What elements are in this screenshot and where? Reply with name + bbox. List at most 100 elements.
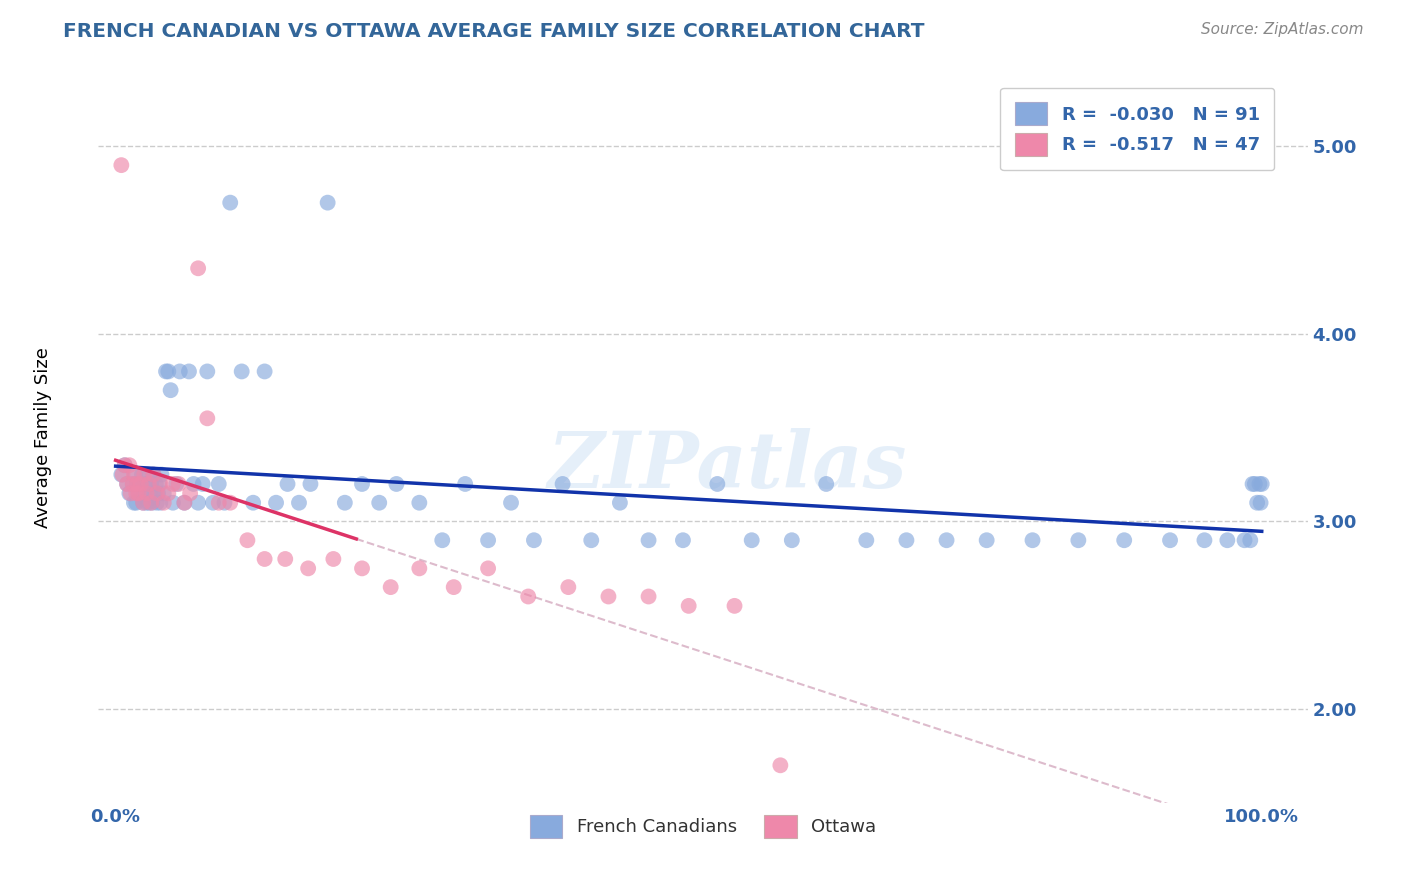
Point	[127, 477, 149, 491]
Point	[1250, 477, 1272, 491]
Point	[297, 561, 319, 575]
Point	[165, 477, 187, 491]
Point	[115, 477, 138, 491]
Point	[1159, 533, 1181, 548]
Point	[1250, 496, 1272, 510]
Point	[150, 467, 173, 482]
Point	[333, 496, 356, 510]
Point	[219, 195, 242, 210]
Point	[139, 477, 162, 491]
Point	[132, 496, 155, 510]
Text: FRENCH CANADIAN VS OTTAWA AVERAGE FAMILY SIZE CORRELATION CHART: FRENCH CANADIAN VS OTTAWA AVERAGE FAMILY…	[63, 22, 925, 41]
Point	[121, 477, 143, 491]
Point	[1249, 477, 1271, 491]
Point	[110, 467, 132, 482]
Point	[195, 411, 218, 425]
Point	[322, 552, 344, 566]
Point	[143, 486, 166, 500]
Point	[408, 496, 430, 510]
Point	[477, 533, 499, 548]
Point	[350, 561, 373, 575]
Point	[678, 599, 700, 613]
Point	[114, 458, 136, 473]
Point	[264, 496, 287, 510]
Point	[454, 477, 477, 491]
Point	[236, 533, 259, 548]
Point	[122, 467, 145, 482]
Point	[385, 477, 408, 491]
Point	[135, 486, 157, 500]
Point	[935, 533, 957, 548]
Point	[242, 496, 264, 510]
Point	[1233, 533, 1256, 548]
Point	[132, 496, 155, 510]
Point	[195, 364, 218, 378]
Point	[146, 486, 169, 500]
Point	[115, 477, 138, 491]
Point	[288, 496, 311, 510]
Point	[139, 496, 162, 510]
Point	[637, 590, 659, 604]
Point	[131, 467, 153, 482]
Point	[609, 496, 631, 510]
Point	[157, 364, 180, 378]
Point	[432, 533, 454, 548]
Point	[274, 552, 297, 566]
Point	[138, 477, 160, 491]
Text: Source: ZipAtlas.com: Source: ZipAtlas.com	[1201, 22, 1364, 37]
Point	[1241, 477, 1264, 491]
Point	[169, 364, 191, 378]
Point	[672, 533, 695, 548]
Point	[316, 195, 339, 210]
Point	[723, 599, 745, 613]
Point	[1114, 533, 1136, 548]
Point	[110, 158, 132, 172]
Point	[148, 477, 170, 491]
Point	[139, 486, 162, 500]
Point	[128, 486, 150, 500]
Point	[162, 496, 184, 510]
Point	[769, 758, 792, 772]
Point	[277, 477, 299, 491]
Point	[581, 533, 603, 548]
Point	[118, 486, 141, 500]
Point	[253, 552, 276, 566]
Legend: French Canadians, Ottawa: French Canadians, Ottawa	[516, 800, 890, 852]
Point	[129, 477, 152, 491]
Point	[162, 477, 184, 491]
Point	[157, 486, 180, 500]
Point	[741, 533, 763, 548]
Y-axis label: Average Family Size: Average Family Size	[34, 347, 52, 527]
Point	[152, 486, 174, 500]
Point	[1021, 533, 1043, 548]
Point	[138, 496, 160, 510]
Point	[146, 486, 169, 500]
Point	[350, 477, 373, 491]
Point	[368, 496, 391, 510]
Point	[896, 533, 918, 548]
Point	[173, 496, 195, 510]
Point	[214, 496, 236, 510]
Point	[499, 496, 522, 510]
Point	[706, 477, 728, 491]
Point	[477, 561, 499, 575]
Point	[855, 533, 877, 548]
Point	[1194, 533, 1216, 548]
Point	[145, 477, 167, 491]
Point	[135, 496, 157, 510]
Point	[125, 486, 148, 500]
Point	[517, 590, 540, 604]
Point	[155, 364, 177, 378]
Point	[128, 486, 150, 500]
Point	[1246, 496, 1268, 510]
Point	[191, 477, 214, 491]
Point	[146, 496, 169, 510]
Point	[231, 364, 253, 378]
Point	[134, 486, 156, 500]
Point	[208, 477, 231, 491]
Point	[202, 496, 225, 510]
Point	[208, 496, 231, 510]
Point	[118, 458, 141, 473]
Point	[1067, 533, 1090, 548]
Point	[380, 580, 402, 594]
